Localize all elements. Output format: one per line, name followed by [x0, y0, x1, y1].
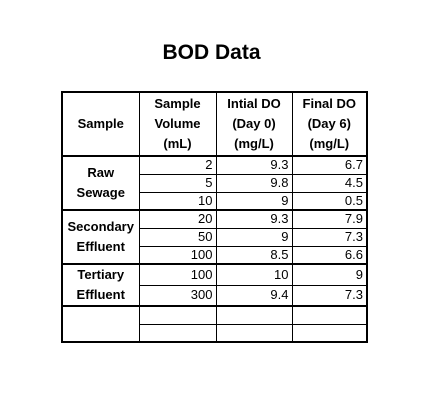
final-do-cell: 6.7 — [291, 155, 368, 175]
empty-row — [61, 305, 368, 343]
header-sample-volume: Sample Volume (mL) — [138, 91, 217, 157]
sample-volume-cell: 10 — [138, 191, 217, 211]
header-initial-do-line-3: (mg/L) — [234, 136, 274, 151]
final-do-cell: 9 — [291, 263, 368, 286]
sample-volume-cell: 300 — [138, 284, 217, 307]
sample-volume-cell: 20 — [138, 209, 217, 229]
sample-volume-cell: 2 — [138, 155, 217, 175]
initial-do-cell: 9 — [215, 227, 293, 247]
empty-cell — [215, 305, 293, 325]
header-sample-volume-line-2: Volume — [154, 116, 201, 131]
header-row: Sample Sample Volume (mL) Intial DO (Day… — [61, 91, 368, 157]
initial-do-cell: 9 — [215, 191, 293, 211]
table-row: 300 9.4 7.3 — [62, 284, 368, 307]
empty-cell — [291, 323, 368, 343]
header-initial-do: Intial DO (Day 0) (mg/L) — [215, 91, 293, 157]
group-label-raw-sewage: Raw Sewage — [61, 155, 140, 211]
table-row: Tertiary Effluent 100 10 9 — [61, 263, 368, 307]
group-label-line-2: Sewage — [76, 185, 125, 200]
sample-volume-cell: 100 — [138, 263, 217, 286]
empty-cell — [291, 305, 368, 325]
final-do-cell: 7.9 — [291, 209, 368, 229]
initial-do-cell: 9.3 — [215, 209, 293, 229]
header-final-do-line-3: (mg/L) — [309, 136, 350, 151]
sample-volume-cell: 5 — [138, 173, 217, 193]
header-final-do: Final DO (Day 6) (mg/L) — [291, 91, 368, 157]
header-initial-do-line-1: Intial DO — [227, 96, 281, 111]
header-sample-volume-line-1: Sample — [154, 96, 201, 111]
empty-cell — [138, 323, 217, 343]
initial-do-cell: 9.3 — [215, 155, 293, 175]
header-initial-do-line-2: (Day 0) — [232, 116, 276, 131]
final-do-cell: 6.6 — [291, 245, 368, 265]
page-title: BOD Data — [162, 41, 261, 64]
empty-cell — [215, 323, 293, 343]
table-row: Raw Sewage 2 9.3 6.7 — [61, 155, 368, 211]
initial-do-cell: 10 — [215, 263, 293, 286]
final-do-cell: 7.3 — [291, 227, 368, 247]
bod-data-table: Sample Sample Volume (mL) Intial DO (Day… — [61, 91, 368, 343]
group-label-line-2: Effluent — [76, 287, 125, 302]
final-do-cell: 0.5 — [291, 191, 368, 211]
header-final-do-line-2: (Day 6) — [307, 116, 351, 131]
empty-group-label — [61, 305, 140, 343]
group-label-line-2: Effluent — [76, 239, 125, 254]
final-do-cell: 4.5 — [291, 173, 368, 193]
header-sample: Sample — [61, 91, 140, 157]
initial-do-cell: 9.4 — [215, 284, 293, 307]
group-label-line-1: Secondary — [67, 219, 134, 234]
final-do-cell: 7.3 — [291, 284, 368, 307]
sample-volume-cell: 50 — [138, 227, 217, 247]
header-sample-volume-line-3: (mL) — [163, 136, 192, 151]
initial-do-cell: 8.5 — [215, 245, 293, 265]
empty-row — [62, 323, 368, 343]
header-final-do-line-1: Final DO — [302, 96, 356, 111]
sample-volume-cell: 100 — [138, 245, 217, 265]
group-label-tertiary-effluent: Tertiary Effluent — [61, 263, 140, 307]
group-label-line-1: Tertiary — [77, 267, 125, 282]
group-label-secondary-effluent: Secondary Effluent — [61, 209, 140, 265]
table-row: 5 9.8 4.5 — [62, 173, 368, 193]
initial-do-cell: 9.8 — [215, 173, 293, 193]
table-row: Secondary Effluent 20 9.3 7.9 — [61, 209, 368, 265]
empty-cell — [138, 305, 217, 325]
group-label-line-1: Raw — [87, 165, 115, 180]
header-sample-line-1: Sample — [77, 116, 124, 131]
